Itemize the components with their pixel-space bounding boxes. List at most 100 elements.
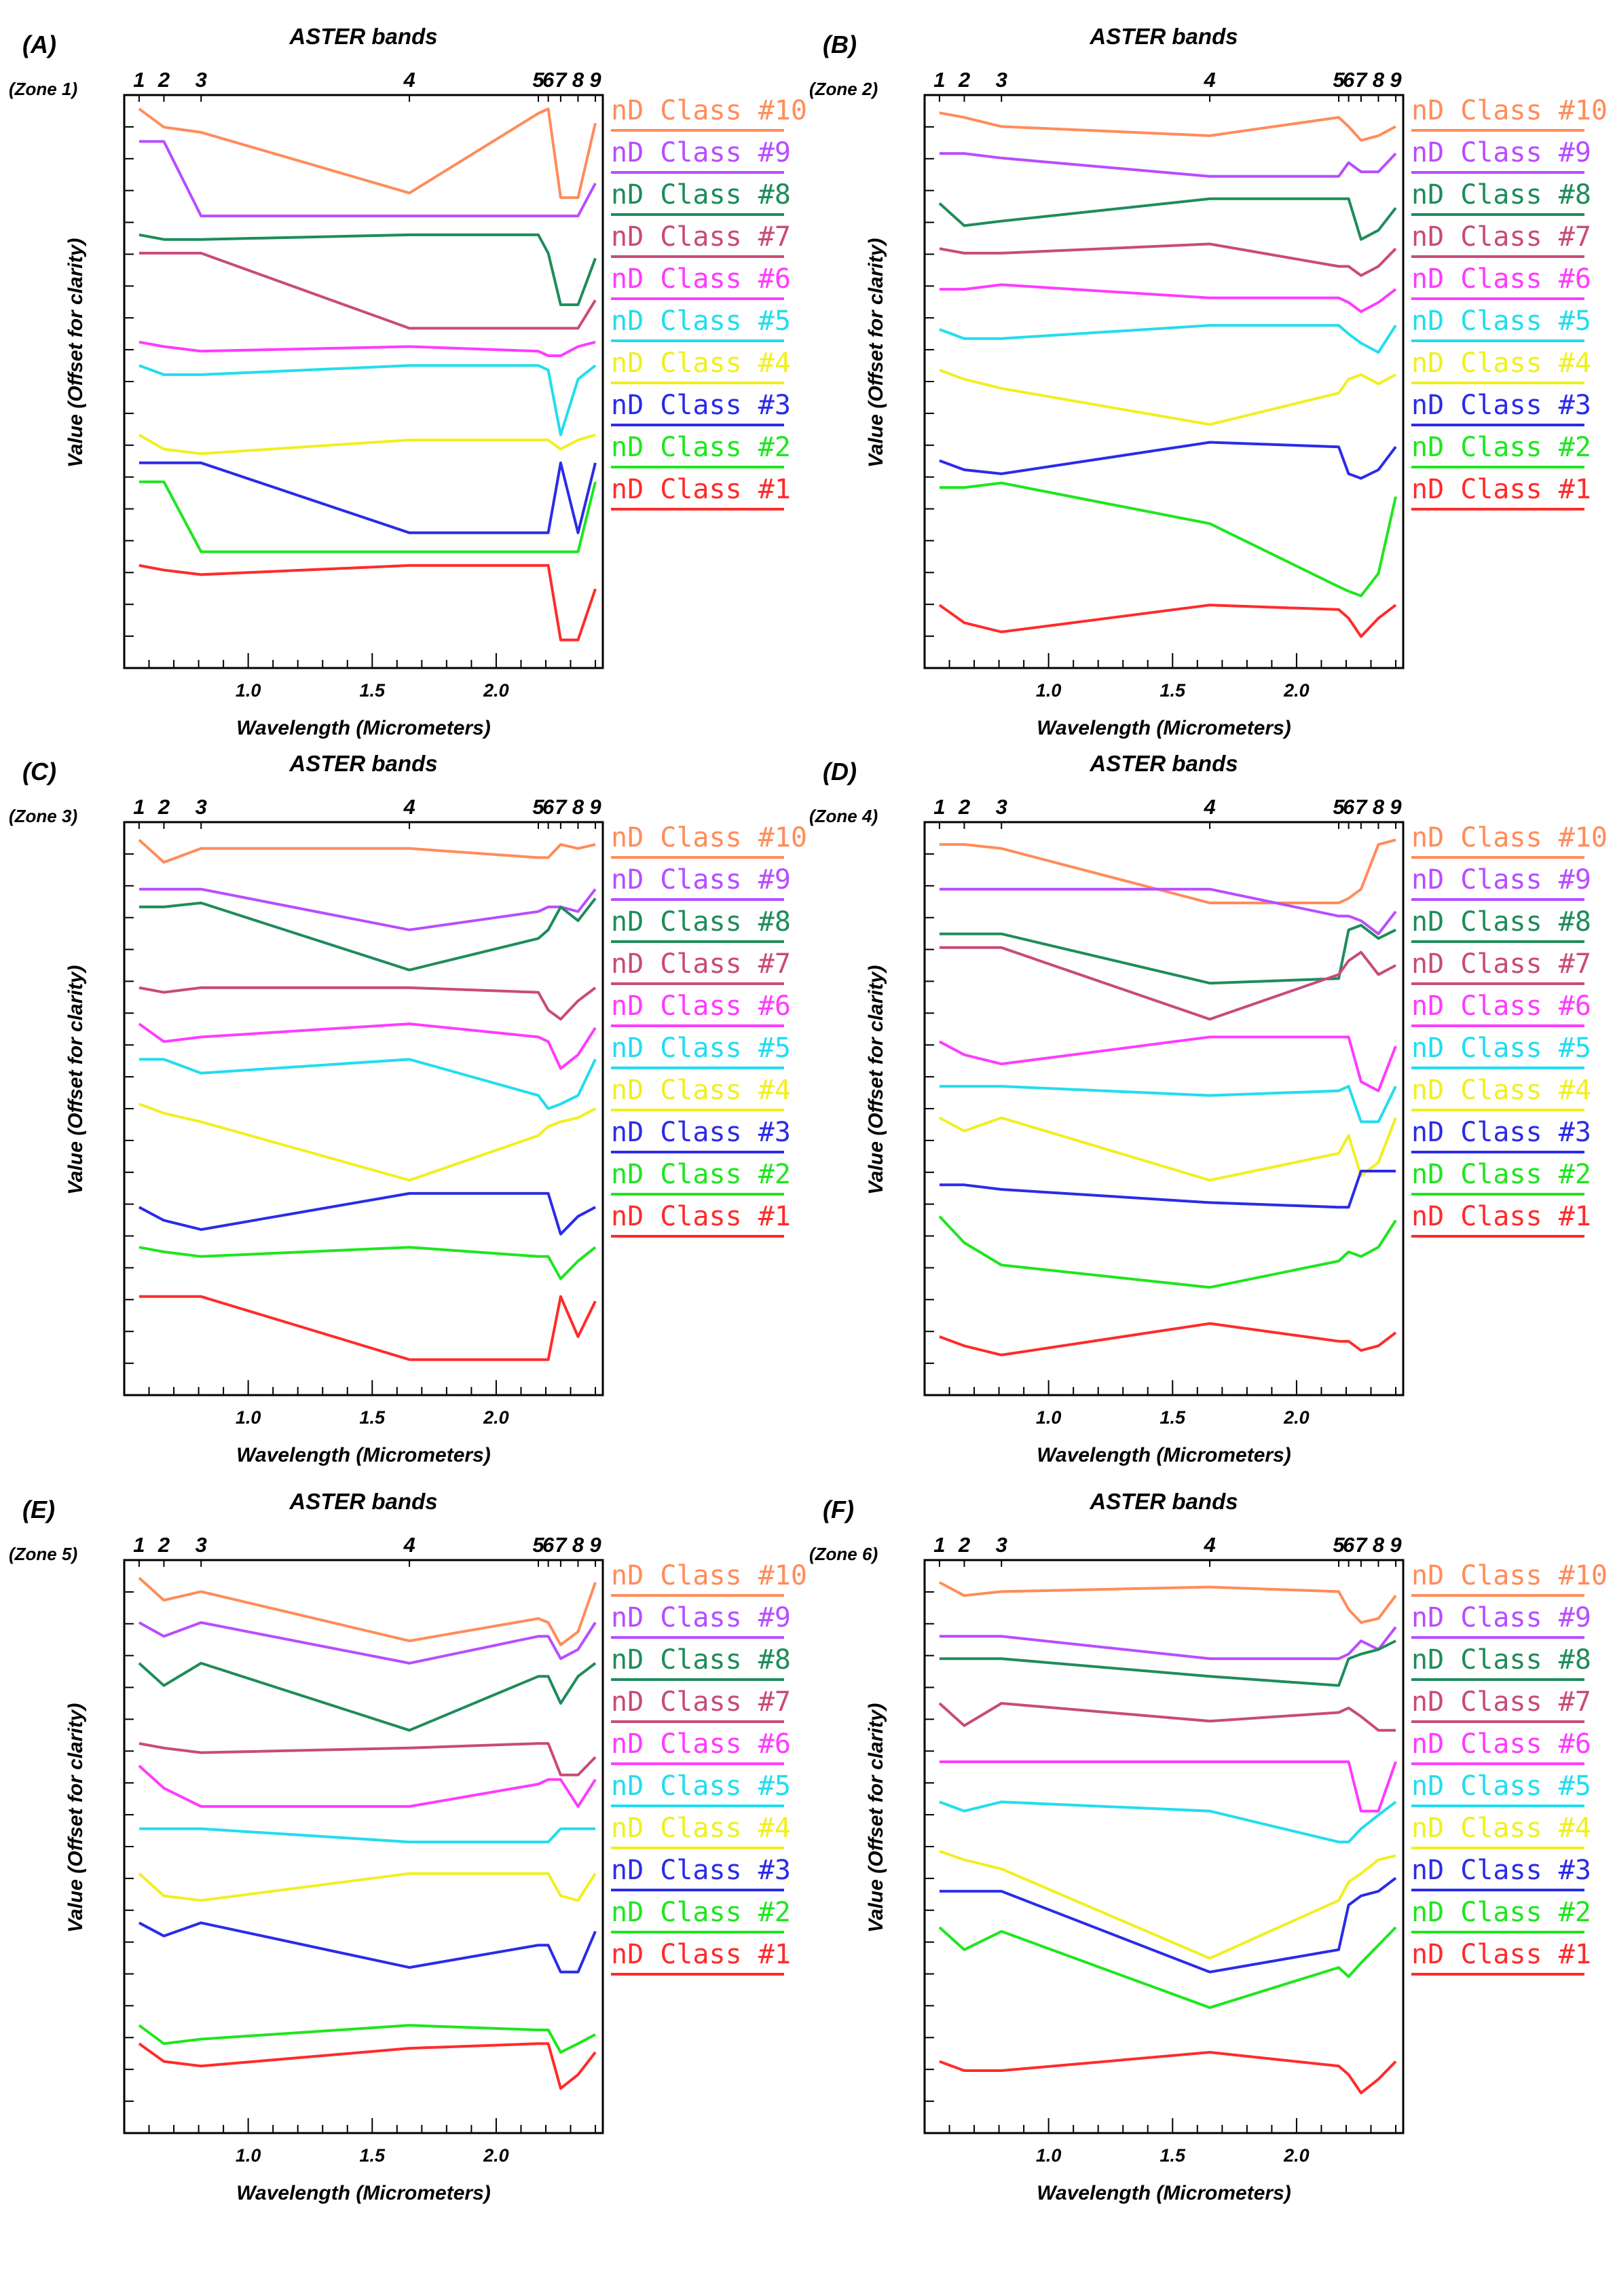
zone-label: (Zone 1) xyxy=(9,79,77,99)
series-line xyxy=(138,986,597,1021)
band-tick-label: 1 xyxy=(933,1533,945,1557)
legend-label: nD Class #7 xyxy=(611,1686,791,1718)
series-line xyxy=(939,1626,1397,1661)
zone-label: (Zone 6) xyxy=(809,1544,878,1564)
y-axis-title: Value (Offset for clarity) xyxy=(865,238,887,468)
series-line xyxy=(138,1764,597,1808)
series-line xyxy=(938,604,1397,638)
panel-letter: (A) xyxy=(22,31,56,58)
legend-label: nD Class #2 xyxy=(611,432,791,463)
band-tick-label: 1 xyxy=(933,795,945,819)
band-tick-label: 8 xyxy=(572,795,584,819)
series-line xyxy=(939,1800,1397,1844)
band-tick-label: 1 xyxy=(133,68,145,92)
series-line xyxy=(939,369,1396,426)
band-tick-label: 6 xyxy=(1343,795,1355,819)
legend-label: nD Class #7 xyxy=(1411,221,1591,253)
band-tick-label: 3 xyxy=(196,68,207,92)
legend-label: nD Class #5 xyxy=(611,1033,791,1064)
band-tick-label: 1 xyxy=(133,795,145,819)
band-tick-label: 2 xyxy=(958,1533,970,1557)
y-axis-title: Value (Offset for clarity) xyxy=(64,965,87,1195)
legend-label: nD Class #6 xyxy=(1411,263,1591,295)
band-tick-label: 5 xyxy=(1333,68,1345,92)
series-line xyxy=(138,1661,597,1732)
legend-label: nD Class #3 xyxy=(1411,1117,1591,1148)
y-axis-title: Value (Offset for clarity) xyxy=(64,238,87,468)
y-axis-title: Value (Offset for clarity) xyxy=(64,1703,87,1933)
series-line xyxy=(938,1116,1397,1182)
legend-label: nD Class #9 xyxy=(611,1602,791,1633)
series-line xyxy=(939,1170,1396,1209)
band-tick-label: 8 xyxy=(1373,1533,1385,1557)
legend-label: nD Class #2 xyxy=(1411,1897,1591,1928)
series-line xyxy=(138,1103,596,1182)
band-tick-label: 4 xyxy=(403,68,415,92)
x-tick-label: 1.5 xyxy=(360,2145,386,2166)
series-line xyxy=(138,1058,597,1110)
chart-panel: (A) ASTER bands (Zone 1) 1 2 3 4 56 7 8 9 1.0 1.5 2.0… xyxy=(9,24,807,739)
legend-label: nD Class #6 xyxy=(1411,990,1591,1022)
legend-label: nD Class #3 xyxy=(611,1117,791,1148)
series-line xyxy=(939,1322,1397,1356)
band-tick-label: 9 xyxy=(589,1533,601,1557)
plot-frame xyxy=(923,1559,1405,2134)
legend-label: nD Class #1 xyxy=(611,474,791,505)
y-axis-title: Value (Offset for clarity) xyxy=(865,965,887,1195)
legend-label: nD Class #7 xyxy=(1411,1686,1591,1718)
zone-label: (Zone 5) xyxy=(9,1544,77,1564)
panel-letter: (F) xyxy=(823,1496,854,1523)
chart-panel: (C) ASTER bands (Zone 3) 1 2 3 4 56 7 8 9 1.0 1.5 2.0… xyxy=(9,751,807,1466)
series-line xyxy=(939,1760,1397,1813)
legend-label: nD Class #1 xyxy=(611,1939,791,1970)
series-line xyxy=(138,2042,597,2090)
series-line xyxy=(138,1022,597,1070)
legend-label: nD Class #1 xyxy=(1411,474,1591,505)
series-line xyxy=(938,1702,1396,1732)
legend-label: nD Class #4 xyxy=(611,1813,791,1844)
x-tick-label: 2.0 xyxy=(483,1407,509,1428)
series-line xyxy=(138,1621,597,1665)
legend-label: nD Class #2 xyxy=(611,1159,791,1190)
series-line xyxy=(138,887,597,931)
band-tick-label: 8 xyxy=(1373,68,1385,92)
x-tick-label: 1.5 xyxy=(1160,680,1187,701)
x-axis-title: Wavelength (Micrometers) xyxy=(236,1444,491,1466)
plot-frame xyxy=(923,821,1405,1396)
series-line xyxy=(938,1215,1397,1289)
zone-label: (Zone 3) xyxy=(9,806,77,826)
x-tick-label: 2.0 xyxy=(483,2145,509,2166)
band-tick-label: 4 xyxy=(403,1533,415,1557)
band-tick-label: 2 xyxy=(157,1533,170,1557)
legend-label: nD Class #10 xyxy=(1411,1560,1608,1591)
legend-label: nD Class #7 xyxy=(611,221,791,253)
legend-label: nD Class #9 xyxy=(1411,137,1591,168)
band-tick-label: 2 xyxy=(958,795,970,819)
x-tick-label: 1.5 xyxy=(360,1407,386,1428)
x-tick-label: 1.5 xyxy=(1160,2145,1187,2166)
legend-label: nD Class #1 xyxy=(1411,1201,1591,1232)
legend-label: nD Class #5 xyxy=(611,1771,791,1802)
series-line xyxy=(138,1295,597,1361)
zone-label: (Zone 2) xyxy=(809,79,878,99)
x-tick-label: 1.5 xyxy=(360,680,386,701)
series-line xyxy=(138,1246,597,1280)
legend-label: nD Class #8 xyxy=(1411,906,1591,938)
legend-label: nD Class #3 xyxy=(1411,1855,1591,1886)
x-axis-title: Wavelength (Micrometers) xyxy=(236,717,491,739)
band-tick-label: 1 xyxy=(933,68,945,92)
top-axis-title: ASTER bands xyxy=(289,751,437,776)
series-line xyxy=(939,111,1396,142)
series-line xyxy=(938,1581,1397,1624)
band-tick-label: 7 xyxy=(555,68,568,92)
series-line xyxy=(138,340,596,357)
legend-label: nD Class #4 xyxy=(1411,1075,1591,1106)
series-line xyxy=(939,152,1397,178)
legend-label: nD Class #4 xyxy=(611,348,791,379)
legend-label: nD Class #9 xyxy=(611,137,791,168)
legend-label: nD Class #5 xyxy=(1411,1771,1591,1802)
chart-panel: (B) ASTER bands (Zone 2) 1 2 3 4 56 7 8 9 1.0 1.5 2.0… xyxy=(809,24,1608,739)
series-line xyxy=(138,364,597,437)
band-tick-label: 4 xyxy=(403,795,415,819)
band-tick-label: 3 xyxy=(996,795,1007,819)
